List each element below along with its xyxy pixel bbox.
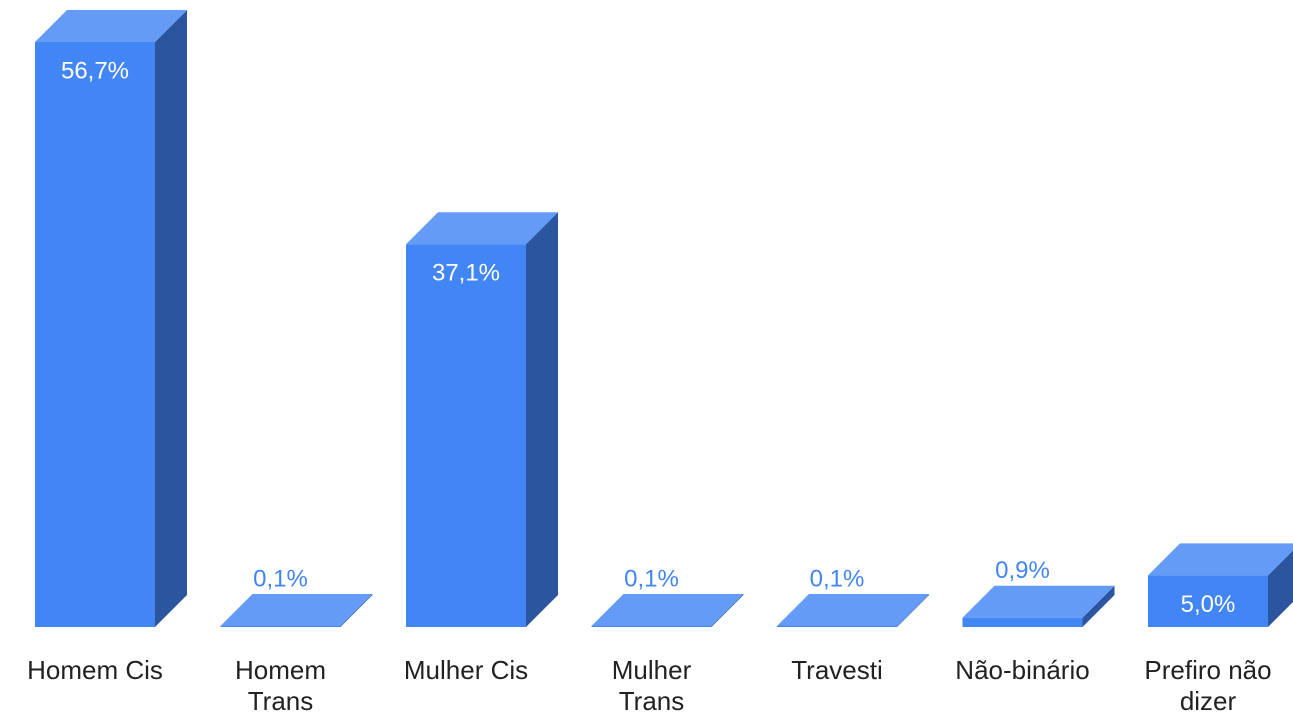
bar-top (962, 585, 1115, 618)
data-label: 0,1% (253, 565, 308, 592)
bar-side (526, 212, 558, 627)
bar-side (1082, 585, 1115, 627)
bar-front (1148, 575, 1268, 627)
bar-top (1148, 543, 1293, 576)
bar-side (897, 593, 929, 627)
bar (777, 593, 929, 627)
bar-front (591, 625, 712, 627)
bar-top (406, 212, 558, 245)
x-tick-label: Mulher Trans (611, 655, 692, 715)
data-label: 37,1% (432, 260, 500, 287)
bar-top (35, 10, 187, 42)
bar (1148, 543, 1293, 627)
x-tick-label: Homem Cis (27, 655, 163, 685)
bar (406, 212, 558, 627)
bar-top (220, 593, 373, 626)
data-label: 56,7% (61, 57, 129, 84)
x-tick-label: Mulher Cis (403, 655, 529, 685)
bar-side (1268, 550, 1293, 627)
bar (591, 593, 744, 627)
x-tick-label: Homem Trans (234, 655, 326, 715)
data-label: 0,1% (810, 565, 865, 592)
data-label: 5,0% (1181, 591, 1236, 618)
bar-top (777, 593, 929, 626)
bar-front (406, 244, 526, 627)
bar (220, 593, 373, 627)
x-tick-label: Prefiro não dizer (1144, 655, 1272, 715)
bar-front (35, 42, 155, 627)
bar-side (340, 593, 373, 627)
data-label: 0,1% (624, 565, 679, 592)
x-tick-label: Não-binário (955, 655, 1090, 685)
bar-side (711, 593, 744, 627)
bar-front (962, 617, 1083, 627)
bar-front (220, 625, 341, 627)
bar-top (591, 593, 744, 626)
x-tick-label: Travesti (791, 655, 883, 685)
bar-side (155, 10, 187, 627)
bar (35, 10, 187, 627)
data-label: 0,9% (995, 557, 1050, 584)
bar-front (777, 625, 897, 627)
bar (962, 585, 1115, 627)
